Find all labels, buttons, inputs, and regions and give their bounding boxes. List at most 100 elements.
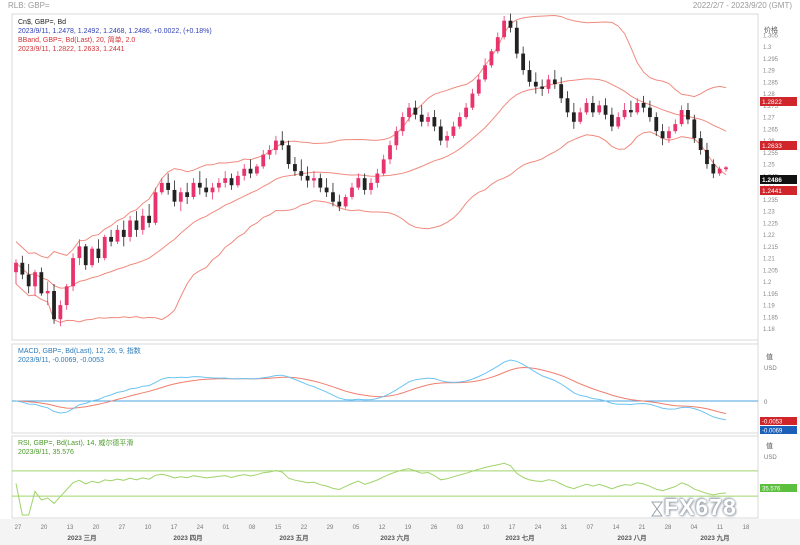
candle-body [571, 112, 576, 122]
chart-source-label: RLB: GBP= [8, 1, 50, 10]
candle-body [52, 290, 56, 320]
last-price-badge: 1.2486 [760, 175, 797, 184]
candle-body [140, 215, 145, 230]
x-day-tick-label: 26 [431, 525, 438, 531]
candle-body [71, 258, 75, 287]
candle-body [603, 105, 608, 115]
candle-body [96, 248, 101, 259]
last-price-badge-text: 1.2486 [762, 177, 782, 184]
candle-body [476, 79, 481, 94]
candle-body [337, 201, 342, 207]
candle-body [191, 182, 196, 197]
lower-band-badge: 1.2441 [760, 186, 797, 195]
middle-band-badge-text: 1.2633 [762, 143, 782, 150]
candle-body [324, 187, 329, 193]
x-day-tick-label: 17 [171, 525, 178, 531]
x-day-tick-label: 04 [691, 525, 698, 531]
candle-body [540, 86, 545, 89]
candle-body [521, 53, 526, 71]
candle-body [388, 145, 392, 160]
rsi-panel-frame [11, 435, 759, 519]
candle-body [407, 107, 411, 118]
candle-body [45, 290, 50, 294]
candle-body [559, 84, 564, 99]
candle-body [312, 178, 316, 181]
candle-body [686, 110, 690, 120]
candle-body [692, 119, 697, 139]
candle-body [20, 262, 25, 275]
macd-panel-frame [11, 343, 759, 434]
price-tick-label: 1.22 [763, 233, 775, 239]
candle-body [318, 178, 323, 188]
fx678-logo-icon [651, 501, 663, 517]
price-tick-label: 1.195 [763, 292, 779, 298]
candle-body [64, 286, 69, 306]
candle-body [457, 117, 462, 127]
candle-body [489, 51, 494, 66]
x-day-tick-label: 29 [327, 525, 334, 531]
macd-zero-label: 0 [764, 400, 768, 406]
x-day-tick-label: 13 [67, 525, 74, 531]
candle-body [204, 187, 209, 193]
price-tick-label: 1.185 [763, 315, 779, 321]
x-day-tick-label: 10 [483, 525, 490, 531]
x-day-tick-label: 14 [613, 525, 620, 531]
candle-body [432, 117, 437, 127]
candle-body [210, 187, 215, 193]
upper-band-badge: 1.2822 [760, 97, 797, 106]
date-range-label: 2022/2/7 - 2023/9/20 (GMT) [692, 1, 792, 10]
price-y-axis: 1.305 1.3 1.295 1.29 1.285 1.28 1.275 1.27 1.265… [763, 33, 779, 333]
macd-axis-unit: USD [764, 366, 777, 372]
candle-body [26, 274, 31, 287]
candle-body [445, 135, 449, 141]
rsi-values-line: 2023/9/11, 35.576 [18, 449, 74, 456]
bollinger-bands [15, 14, 727, 324]
x-day-tick-label: 03 [457, 525, 464, 531]
bband-line: BBand, GBP=, Bd(Last), 20, 简单, 2.0 [18, 37, 136, 44]
x-axis-background [0, 519, 800, 545]
price-tick-label: 1.27 [763, 116, 775, 122]
candle-body [483, 65, 488, 80]
candle-body [470, 93, 475, 108]
x-day-tick-label: 24 [535, 525, 542, 531]
ohlc-line: 2023/9/11, 1.2478, 1.2492, 1.2468, 1.248… [18, 28, 212, 35]
signal-badge: -0.0053 [760, 417, 797, 426]
x-day-tick-label: 01 [223, 525, 230, 531]
x-month-label: 2023 九月 [700, 533, 729, 542]
candle-body [597, 105, 602, 113]
candle-body [609, 114, 614, 127]
bband-values-line: 2023/9/11, 1.2822, 1.2633, 1.2441 [18, 46, 125, 53]
macd-badge: -0.0069 [760, 426, 797, 435]
x-month-label: 2023 三月 [67, 534, 96, 542]
candle-body [451, 126, 456, 136]
candle-body [616, 117, 621, 127]
candle-body [533, 81, 538, 87]
candle-body [305, 175, 310, 181]
candle-body [629, 110, 633, 113]
x-month-label: 2023 四月 [173, 534, 202, 542]
macd-axis-title: 值 [766, 352, 773, 361]
candle-body [343, 196, 348, 207]
fx678-watermark: FX678 [664, 494, 737, 520]
x-day-tick-label: 27 [119, 525, 126, 531]
price-tick-label: 1.25 [763, 163, 775, 169]
rsi-title-line: RSI, GBP=, Bd(Last), 14, 威尔德平滑 [18, 440, 134, 447]
candle-body [514, 27, 519, 54]
macd-signal-line [15, 366, 727, 415]
candle-body [508, 20, 513, 28]
price-tick-label: 1.255 [763, 151, 779, 157]
candle-body [128, 220, 133, 237]
price-panel-frame [11, 13, 759, 341]
price-tick-label: 1.19 [763, 304, 775, 310]
candle-body [216, 182, 221, 188]
x-day-tick-label: 27 [15, 525, 22, 531]
candle-body [299, 171, 304, 176]
candle-body [654, 117, 659, 132]
candle-body [121, 229, 126, 237]
candle-body [648, 107, 652, 118]
instrument-line: Cn$, GBP=, Bd [18, 19, 67, 26]
x-month-label: 2023 八月 [617, 534, 646, 542]
candle-body [274, 140, 278, 150]
x-day-tick-label: 17 [509, 525, 516, 531]
